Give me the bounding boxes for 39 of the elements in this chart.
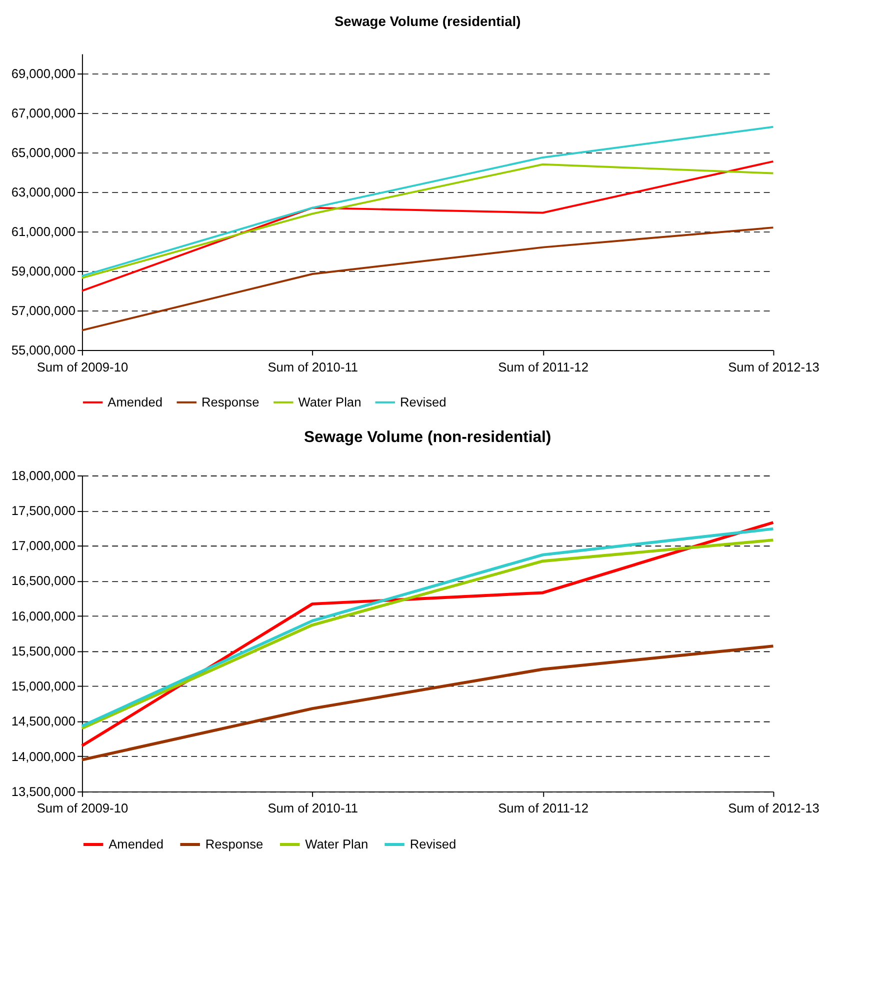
legend-label: Water Plan [298,394,362,410]
y-tick-label: 18,000,000 [11,468,76,483]
x-tick-label: Sum of 2011-12 [498,800,588,816]
legend-label: Response [205,836,264,852]
y-tick-label: 67,000,000 [11,105,76,120]
line-series [80,126,774,277]
y-tick-label: 14,000,000 [11,748,76,764]
x-tick-label: Sum of 2009-10 [36,359,128,374]
y-tick-label: 13,500,000 [11,784,76,799]
x-tick-label: Sum of 2010-11 [268,359,358,374]
chart-title: Sewage Volume (residential) [334,13,521,30]
legend-label: Revised [400,394,446,410]
y-tick-label: 69,000,000 [11,66,76,81]
y-tick-label: 16,500,000 [11,573,76,588]
line-series [80,226,774,332]
legend-label: Amended [108,394,163,410]
legend-label: Revised [410,836,456,852]
y-tick-label: 63,000,000 [11,184,76,200]
y-tick-label: 57,000,000 [11,302,76,318]
legend-label: Water Plan [305,836,368,852]
x-tick-label: Sum of 2010-11 [268,800,358,816]
legend-label: Response [201,394,260,410]
y-tick-label: 17,500,000 [11,502,76,518]
x-tick-label: Sum of 2012-13 [728,359,820,374]
x-tick-label: Sum of 2012-13 [728,800,820,816]
y-tick-label: 14,500,000 [11,714,76,729]
x-tick-label: Sum of 2009-10 [36,800,128,816]
y-tick-label: 16,000,000 [11,608,76,624]
y-tick-label: 65,000,000 [11,144,76,160]
x-tick-label: Sum of 2011-12 [498,359,588,374]
chart-title: Sewage Volume (non-residential) [304,428,552,446]
y-tick-label: 59,000,000 [11,263,76,278]
y-tick-label: 61,000,000 [11,224,76,239]
y-tick-label: 55,000,000 [11,342,76,358]
legend-label: Amended [108,836,164,852]
line-series [80,644,775,762]
y-tick-label: 15,000,000 [11,678,76,694]
y-tick-label: 15,500,000 [11,643,76,658]
y-tick-label: 17,000,000 [11,538,76,554]
